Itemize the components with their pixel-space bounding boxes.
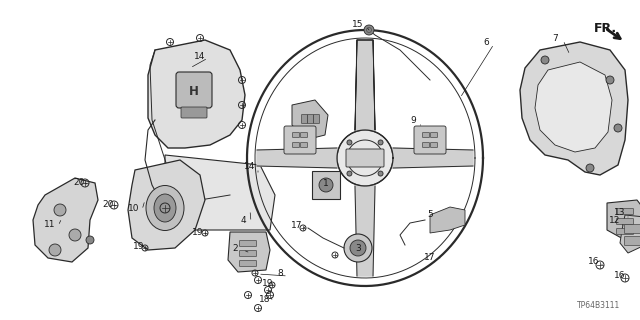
Circle shape [378, 171, 383, 176]
FancyBboxPatch shape [181, 107, 207, 118]
FancyBboxPatch shape [292, 132, 300, 138]
FancyBboxPatch shape [314, 115, 319, 124]
Text: 13: 13 [614, 207, 626, 217]
Text: 14: 14 [195, 52, 205, 60]
Polygon shape [393, 148, 473, 168]
FancyBboxPatch shape [301, 132, 307, 138]
Polygon shape [257, 148, 337, 168]
FancyBboxPatch shape [239, 260, 257, 267]
Text: 8: 8 [277, 269, 283, 278]
Polygon shape [148, 40, 245, 148]
Polygon shape [607, 200, 640, 240]
Text: 4: 4 [240, 215, 246, 225]
Text: 20: 20 [74, 178, 84, 187]
FancyBboxPatch shape [301, 142, 307, 148]
Ellipse shape [146, 186, 184, 230]
Text: 15: 15 [352, 20, 364, 28]
Text: TP64B3111: TP64B3111 [577, 301, 620, 310]
Circle shape [347, 140, 352, 145]
Circle shape [606, 76, 614, 84]
FancyBboxPatch shape [346, 149, 384, 167]
Circle shape [364, 25, 374, 35]
Circle shape [337, 130, 393, 186]
FancyBboxPatch shape [625, 236, 640, 245]
FancyBboxPatch shape [616, 209, 634, 214]
Text: FR.: FR. [594, 22, 617, 35]
Circle shape [378, 140, 383, 145]
FancyBboxPatch shape [292, 142, 300, 148]
FancyBboxPatch shape [431, 132, 438, 138]
Circle shape [541, 56, 549, 64]
Text: 2: 2 [232, 244, 238, 252]
Polygon shape [535, 62, 612, 152]
Circle shape [86, 236, 94, 244]
Text: 3: 3 [355, 244, 361, 252]
FancyBboxPatch shape [431, 142, 438, 148]
Text: 19: 19 [133, 242, 145, 251]
Polygon shape [430, 207, 465, 233]
Text: 1: 1 [323, 179, 329, 188]
Circle shape [614, 124, 622, 132]
FancyBboxPatch shape [422, 142, 429, 148]
Polygon shape [165, 155, 275, 230]
FancyBboxPatch shape [414, 126, 446, 154]
Text: 17: 17 [291, 220, 303, 229]
Text: H: H [189, 84, 199, 98]
FancyBboxPatch shape [616, 219, 634, 225]
Circle shape [347, 171, 352, 176]
Circle shape [49, 244, 61, 256]
Text: 5: 5 [427, 210, 433, 219]
Text: 14: 14 [244, 162, 256, 171]
Circle shape [350, 240, 366, 256]
Text: 7: 7 [552, 34, 558, 43]
Polygon shape [312, 171, 340, 199]
FancyBboxPatch shape [307, 115, 314, 124]
Polygon shape [228, 232, 270, 272]
FancyBboxPatch shape [422, 132, 429, 138]
Text: 11: 11 [44, 220, 56, 228]
Circle shape [319, 178, 333, 192]
Circle shape [344, 234, 372, 262]
FancyBboxPatch shape [176, 72, 212, 108]
Ellipse shape [154, 194, 176, 222]
Polygon shape [355, 186, 375, 276]
Text: 20: 20 [102, 199, 114, 209]
Polygon shape [128, 160, 205, 250]
Text: 12: 12 [609, 215, 621, 225]
Text: 19: 19 [192, 228, 204, 236]
Polygon shape [620, 215, 640, 253]
Text: 10: 10 [128, 204, 140, 212]
Text: 19: 19 [262, 278, 274, 287]
Polygon shape [292, 100, 328, 140]
Polygon shape [520, 42, 628, 175]
Circle shape [69, 229, 81, 241]
Text: 9: 9 [410, 116, 416, 124]
FancyBboxPatch shape [239, 241, 257, 246]
Text: 17: 17 [424, 253, 436, 262]
Text: 16: 16 [588, 258, 600, 267]
Polygon shape [33, 178, 98, 262]
Circle shape [367, 28, 371, 33]
Text: 18: 18 [259, 295, 271, 305]
FancyBboxPatch shape [625, 225, 640, 234]
Text: 6: 6 [483, 37, 489, 46]
Circle shape [586, 164, 594, 172]
Polygon shape [355, 40, 375, 130]
FancyBboxPatch shape [239, 251, 257, 257]
FancyBboxPatch shape [301, 115, 307, 124]
Circle shape [54, 204, 66, 216]
Text: 16: 16 [614, 271, 626, 281]
FancyBboxPatch shape [616, 228, 634, 235]
FancyBboxPatch shape [284, 126, 316, 154]
